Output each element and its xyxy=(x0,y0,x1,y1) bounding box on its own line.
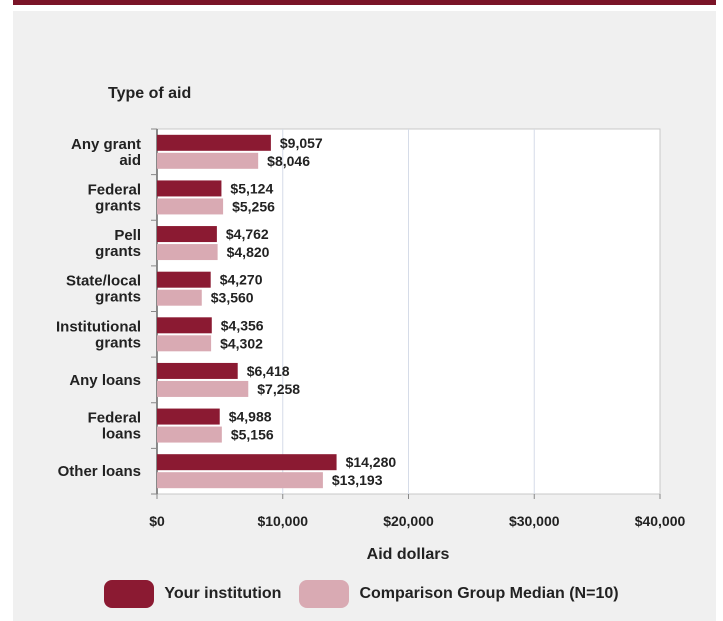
category-label: grants xyxy=(95,243,141,260)
x-axis-label: Aid dollars xyxy=(367,546,450,563)
data-label-comparison: $4,302 xyxy=(220,335,263,351)
bar-comparison xyxy=(157,426,222,443)
x-tick-label: $20,000 xyxy=(383,513,434,529)
data-label-comparison: $3,560 xyxy=(211,290,254,306)
data-label-institution: $9,057 xyxy=(280,135,323,151)
data-label-institution: $6,418 xyxy=(247,363,290,379)
legend-swatch-institution xyxy=(104,580,155,608)
bar-institution xyxy=(157,226,217,243)
category-label: grants xyxy=(95,334,141,351)
bar-institution xyxy=(157,271,211,288)
bar-comparison xyxy=(157,472,323,489)
data-label-comparison: $7,258 xyxy=(257,381,300,397)
legend-label-institution: Your institution xyxy=(164,585,282,602)
data-label-comparison: $5,156 xyxy=(231,427,274,443)
aid-bar-chart: Type of aid $9,057 $8,046 $5,124 $5,256 $4,7… xyxy=(56,85,686,563)
x-tick-label: $40,000 xyxy=(635,513,686,529)
x-tick-label: $10,000 xyxy=(257,513,308,529)
data-label-comparison: $4,820 xyxy=(227,244,270,260)
data-label-comparison: $8,046 xyxy=(267,153,310,169)
bars: $9,057 $8,046 $5,124 $5,256 $4,762 $4,820 $4,2… xyxy=(157,134,397,489)
bar-institution xyxy=(157,317,212,334)
bar-comparison xyxy=(157,335,212,352)
bar-comparison xyxy=(157,198,224,215)
bar-institution xyxy=(157,180,222,197)
header-accent-bar xyxy=(13,0,716,5)
legend: Your institution Comparison Group Median… xyxy=(0,580,723,608)
data-label-comparison: $5,256 xyxy=(232,198,275,214)
legend-item-institution: Your institution xyxy=(104,580,281,608)
x-tick-label: $30,000 xyxy=(509,513,560,529)
x-tick-label: $0 xyxy=(149,513,165,529)
category-label: Other loans xyxy=(58,463,141,480)
data-label-institution: $4,762 xyxy=(226,226,269,242)
category-label: loans xyxy=(102,426,141,443)
legend-swatch-comparison xyxy=(299,580,350,608)
category-label: grants xyxy=(95,289,141,306)
bar-comparison xyxy=(157,244,218,261)
data-label-institution: $14,280 xyxy=(346,454,397,470)
category-label: Federal xyxy=(88,181,141,198)
category-label: Pell xyxy=(114,227,141,244)
data-label-institution: $4,356 xyxy=(221,317,264,333)
bar-institution xyxy=(157,134,271,151)
bar-comparison xyxy=(157,152,259,169)
bar-comparison xyxy=(157,380,249,397)
chart-title: Type of aid xyxy=(108,85,191,102)
legend-label-comparison: Comparison Group Median (N=10) xyxy=(359,585,619,602)
category-label: aid xyxy=(119,152,141,169)
legend-item-comparison: Comparison Group Median (N=10) xyxy=(299,580,619,608)
category-label: Any grant xyxy=(71,136,141,153)
x-tick-labels: $0 $10,000 $20,000 $30,000 $40,000 xyxy=(149,513,685,529)
data-label-comparison: $13,193 xyxy=(332,472,383,488)
category-label: Institutional xyxy=(56,318,141,335)
bar-institution xyxy=(157,454,337,471)
category-label: grants xyxy=(95,197,141,214)
category-label: Federal xyxy=(88,410,141,427)
category-label: State/local xyxy=(66,273,141,290)
category-labels: Any grantaidFederalgrantsPellgrantsState… xyxy=(56,136,141,480)
data-label-institution: $4,988 xyxy=(229,409,272,425)
category-label: Any loans xyxy=(69,372,141,389)
bar-institution xyxy=(157,408,220,425)
data-label-institution: $4,270 xyxy=(220,272,263,288)
bar-comparison xyxy=(157,289,202,306)
bar-institution xyxy=(157,362,238,379)
data-label-institution: $5,124 xyxy=(230,180,273,196)
